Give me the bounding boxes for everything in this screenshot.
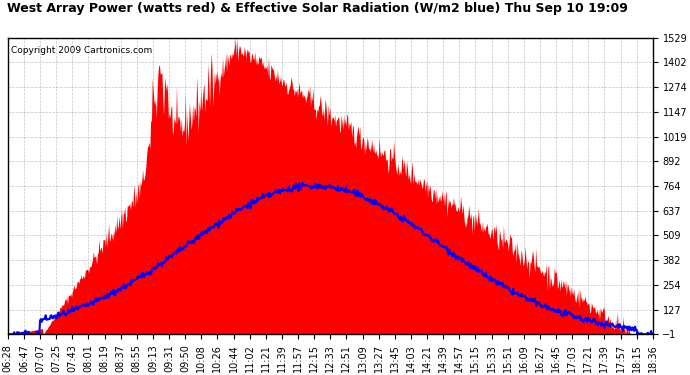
Text: West Array Power (watts red) & Effective Solar Radiation (W/m2 blue) Thu Sep 10 : West Array Power (watts red) & Effective… (7, 2, 628, 15)
Text: Copyright 2009 Cartronics.com: Copyright 2009 Cartronics.com (11, 46, 152, 56)
